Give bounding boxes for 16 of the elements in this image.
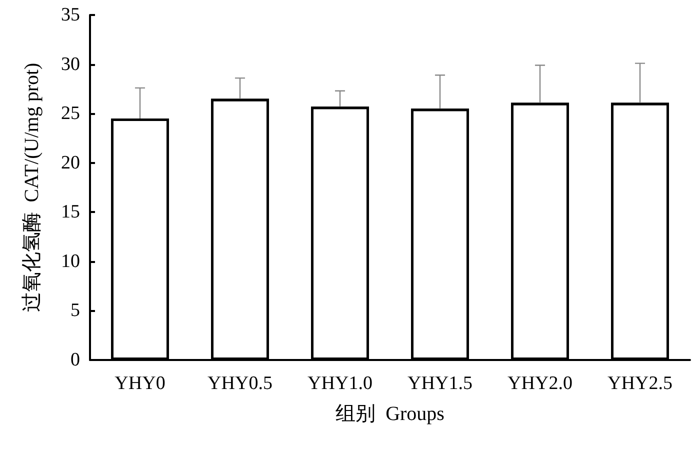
x-axis-title: 组别 Groups	[336, 403, 445, 425]
y-tick-label: 10	[61, 250, 80, 272]
y-tick-label: 15	[61, 202, 80, 223]
y-tick-label: 5	[70, 300, 80, 322]
y-tick-label: 35	[61, 4, 80, 26]
y-tick-label: 30	[61, 54, 80, 75]
x-tick-label: YHY0	[114, 373, 166, 394]
y-axis-title: 过氧化氢酶 CAT/(U/mg prot)	[21, 62, 43, 312]
y-tick-label: 0	[70, 350, 80, 370]
x-tick-label: YHY1.5	[408, 373, 472, 394]
x-tick-label: YHY1.0	[308, 373, 372, 394]
x-tick-label: YHY2.0	[508, 373, 572, 394]
x-tick-label: YHY2.5	[608, 373, 672, 394]
x-tick-label: YHY0.5	[208, 373, 272, 394]
y-tick-label: 25	[61, 103, 80, 124]
y-tick-label: 20	[61, 152, 80, 174]
